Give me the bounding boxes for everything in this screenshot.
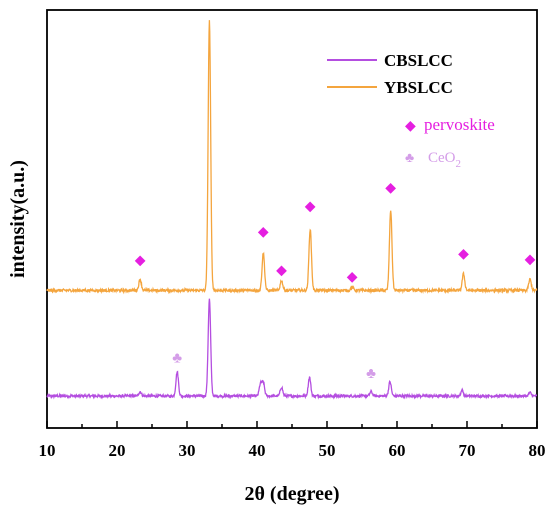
pervoskite-marker-icon: ◆ [347, 270, 358, 285]
legend-ceo2-label: CeO2 [428, 150, 461, 170]
x-tick-label: 30 [179, 441, 196, 460]
traces [46, 20, 538, 400]
y-axis-title: intensity(a.u.) [7, 160, 29, 278]
pervoskite-marker-icon: ◆ [458, 247, 469, 262]
pervoskite-marker-icon: ◆ [276, 264, 287, 279]
ceo2-marker-icon: ♣ [172, 351, 182, 367]
series-line-ybslcc [46, 20, 538, 295]
x-tick-label: 40 [249, 441, 266, 460]
x-ticks: 10 20 30 40 50 60 70 80 [39, 421, 546, 460]
pervoskite-marker-icon: ◆ [135, 254, 146, 269]
series-line-cbslcc [46, 298, 538, 400]
x-tick-label: 80 [529, 441, 546, 460]
pervoskite-marker-icon: ◆ [305, 200, 316, 215]
legend: CBSLCC YBSLCC ◆ pervoskite ♣ CeO2 [327, 51, 495, 170]
pervoskite-marker-icon: ◆ [258, 225, 269, 240]
x-tick-label: 50 [319, 441, 336, 460]
legend-pervoskite-icon: ◆ [405, 119, 416, 134]
pervoskite-marker-icon: ◆ [525, 253, 536, 268]
legend-ceo2-icon: ♣ [405, 151, 414, 166]
phase-markers: ◆ ◆ ◆ ◆ ◆ ◆ ◆ ◆ ◆ ♣ ♣ [135, 0, 536, 382]
x-tick-label: 70 [459, 441, 476, 460]
x-tick-label: 10 [39, 441, 56, 460]
legend-ceo2-label-sub: 2 [456, 158, 462, 170]
legend-ceo2-label-main: CeO [428, 150, 456, 166]
x-tick-label: 60 [389, 441, 406, 460]
pervoskite-marker-icon: ◆ [385, 181, 396, 196]
legend-label-ybslcc: YBSLCC [384, 78, 453, 97]
ceo2-marker-icon: ♣ [366, 366, 376, 382]
x-tick-label: 20 [109, 441, 126, 460]
x-axis-title: 2θ (degree) [244, 483, 339, 505]
legend-label-cbslcc: CBSLCC [384, 51, 453, 70]
legend-pervoskite-label: pervoskite [424, 115, 495, 134]
plot-frame [46, 9, 538, 429]
